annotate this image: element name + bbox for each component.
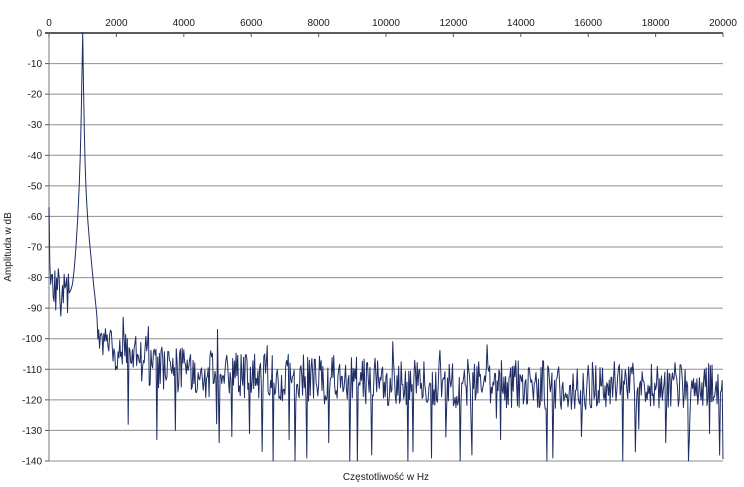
spectrum-line (48, 32, 724, 462)
y-tick-label: -20 (28, 90, 43, 101)
x-tick-label: 18000 (642, 18, 670, 29)
x-tick-label: 16000 (574, 18, 602, 29)
y-tick-label: -140 (22, 457, 42, 468)
y-tick-label: -40 (28, 151, 43, 162)
x-tick-label: 8000 (307, 18, 330, 29)
x-tick-label: 0 (46, 18, 52, 29)
x-tick-label: 10000 (372, 18, 400, 29)
y-tick-labels: 0 -10 -20 -30 -40 -50 -60 -70 -80 -90 -100 -110 -120… (22, 29, 42, 468)
y-tick-label: -100 (22, 334, 42, 345)
y-tick-label: -130 (22, 426, 42, 437)
x-tick-label: 14000 (507, 18, 535, 29)
x-axis-title: Częstotliwość w Hz (343, 472, 429, 483)
x-tick-label: 6000 (240, 18, 263, 29)
y-tick-label: -50 (28, 181, 43, 192)
x-tick-label: 4000 (173, 18, 196, 29)
y-tick-label: -110 (23, 365, 43, 376)
y-tick-label: -10 (28, 59, 43, 70)
x-tick-labels: 0 2000 4000 6000 8000 10000 12000 14000 16000 180… (46, 18, 737, 29)
y-tick-label: -60 (28, 212, 43, 223)
y-tick-label: -30 (28, 120, 43, 131)
x-tick-label: 20000 (709, 18, 737, 29)
y-tick-label: -80 (28, 273, 43, 284)
x-tick-label: 12000 (439, 18, 467, 29)
y-tick-label: -70 (28, 243, 43, 254)
y-tick-label: -90 (28, 304, 43, 315)
gridlines (49, 63, 723, 462)
x-tick-label: 2000 (105, 18, 128, 29)
axis-ticks (45, 32, 724, 462)
y-tick-label: -120 (22, 395, 42, 406)
y-axis-title: Amplituda w dB (3, 212, 14, 282)
y-tick-label: 0 (36, 29, 42, 40)
